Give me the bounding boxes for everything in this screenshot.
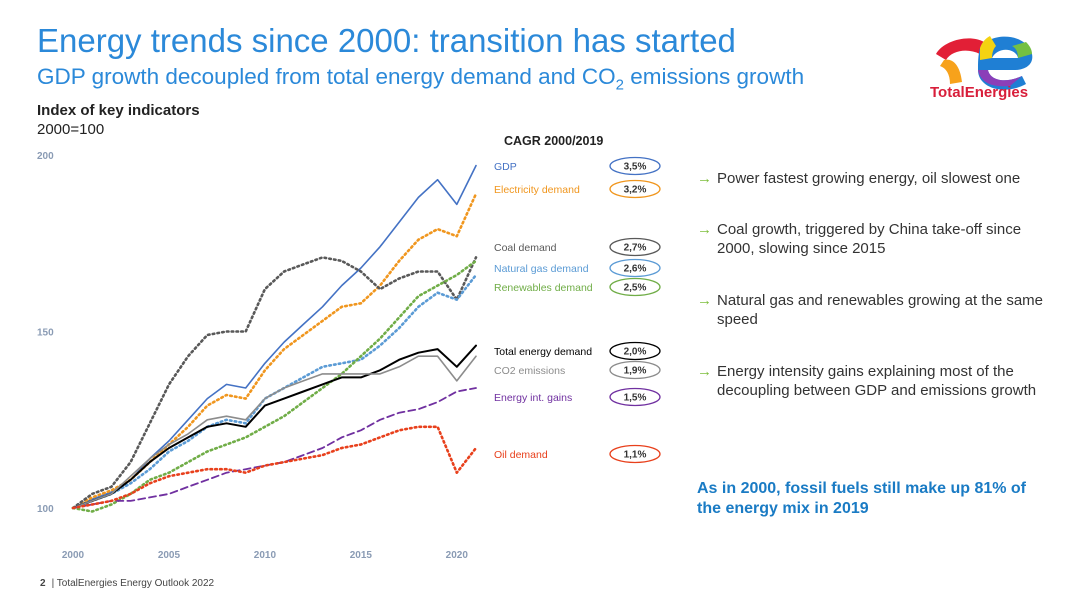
cagr-value: 2,7% [624,243,647,254]
subtitle-text-end: emissions growth [624,64,805,89]
cagr-badge [609,387,661,407]
cagr-badge [609,156,661,176]
footer: 2 | TotalEnergies Energy Outlook 2022 [40,578,214,589]
bullet-item: → Coal growth, triggered by China take-of… [697,220,1047,258]
page-subtitle: GDP growth decoupled from total energy d… [37,64,804,94]
x-tick-label: 2010 [254,550,277,561]
page-title: Energy trends since 2000: transition has… [37,22,736,59]
footer-text: TotalEnergies Energy Outlook 2022 [56,578,215,589]
x-tick-label: 2015 [350,550,373,561]
arrow-icon: → [697,170,712,187]
bullet-text: Coal growth, triggered by China take-off… [717,221,1022,257]
cagr-value: 2,6% [624,264,647,275]
y-tick-label: 200 [37,151,54,162]
arrow-icon: → [697,363,712,380]
cagr-value: 1,5% [624,393,647,404]
conclusion-text: As in 2000, fossil fuels still make up 8… [697,480,1027,517]
cagr-value: 3,5% [624,162,647,173]
legend-label: Energy int. gains [494,392,572,404]
bullet-text: Natural gas and renewables growing at th… [717,292,1044,328]
series-line [72,344,477,509]
subtitle-text: GDP growth decoupled from total energy d… [37,64,616,89]
arrow-icon: → [697,221,712,238]
y-tick-label: 150 [37,328,54,339]
cagr-badge [609,360,661,380]
x-tick-label: 2005 [158,550,181,561]
cagr-badge [609,179,661,199]
cagr-value: 1,1% [624,450,647,461]
cagr-badge [609,258,661,278]
line-chart: 100 150 200 2000 2005 2010 2015 2020 GDP 3,5% Elec… [37,151,661,561]
legend-label: Electricity demand [494,184,580,196]
footer-separator: | [51,578,55,589]
series-line [72,355,477,509]
totalenergies-logo-icon [936,36,1033,90]
legend-label: CO2 emissions [494,365,565,377]
cagr-value: 2,5% [624,283,647,294]
logo-text: TotalEnergies [930,84,1029,101]
series-line [71,425,478,510]
series-line [71,259,478,513]
bullet-item: → Power fastest growing energy, oil slowe… [697,169,1047,188]
arrow-icon: → [697,292,712,309]
x-tick-label: 2020 [446,550,469,561]
cagr-badge [609,341,661,361]
series-line [71,256,478,510]
page-number: 2 [40,578,46,589]
legend-label: Oil demand [494,449,548,461]
cagr-heading: CAGR 2000/2019 [504,134,604,148]
series-line [72,387,477,509]
cagr-badge [609,237,661,257]
cagr-badge [609,444,661,464]
bullet-text: Energy intensity gains explaining most o… [717,363,1037,399]
series-line [71,192,478,510]
cagr-value: 2,0% [624,347,647,358]
legend-label: Renewables demand [494,282,593,294]
legend-label: GDP [494,161,517,173]
y-tick-label: 100 [37,504,54,515]
chart-heading: Index of key indicators [37,102,200,119]
cagr-value: 3,2% [624,185,647,196]
bullet-item: → Natural gas and renewables growing at t… [697,291,1047,329]
bullet-text: Power fastest growing energy, oil slowes… [717,170,1021,187]
cagr-value: 1,9% [624,366,647,377]
legend-label: Total energy demand [494,346,592,358]
subtitle-subscript: 2 [615,76,625,94]
bullet-item: → Energy intensity gains explaining most … [697,362,1047,400]
chart-subheading: 2000=100 [37,121,105,138]
x-tick-label: 2000 [62,550,85,561]
legend-label: Coal demand [494,242,557,254]
cagr-badge [609,277,661,297]
legend-label: Natural gas demand [494,263,589,275]
